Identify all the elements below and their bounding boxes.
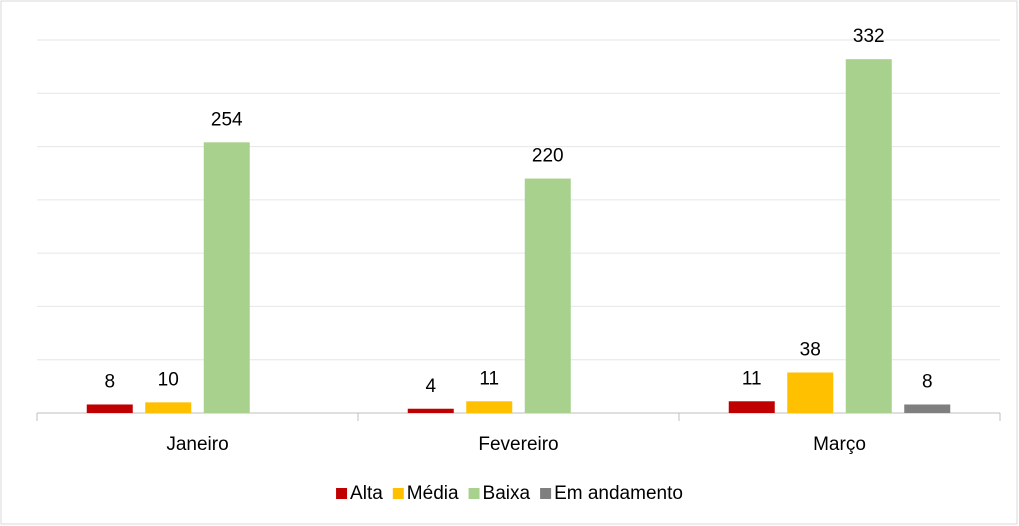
bar: [728, 401, 775, 413]
bar: [904, 404, 951, 413]
legend-label: Baixa: [483, 483, 531, 504]
bar: [845, 59, 892, 413]
data-label: 38: [800, 340, 821, 361]
x-tick-label: Março: [813, 434, 866, 455]
bar: [86, 404, 133, 413]
x-tick-label: Janeiro: [166, 434, 228, 455]
bar: [203, 142, 250, 413]
bar: [524, 178, 571, 413]
data-label: 332: [853, 26, 885, 47]
data-label: 8: [922, 371, 933, 392]
legend-swatch: [468, 488, 480, 499]
x-tick-label: Fevereiro: [478, 434, 558, 455]
data-label: 220: [532, 146, 564, 167]
data-label: 8: [104, 371, 115, 392]
bar: [787, 372, 834, 413]
data-label: 11: [479, 368, 499, 389]
data-label: 10: [158, 369, 179, 390]
bar: [407, 408, 454, 413]
bar: [145, 402, 192, 413]
legend-swatch: [392, 488, 404, 499]
data-label: 11: [742, 368, 762, 389]
legend-swatch: [336, 488, 348, 499]
data-label: 4: [425, 376, 436, 397]
bar: [466, 401, 513, 413]
legend-swatch: [540, 488, 552, 499]
legend-label: Em andamento: [554, 483, 683, 504]
legend-label: Média: [407, 483, 459, 504]
data-label: 254: [211, 109, 243, 130]
legend-label: Alta: [350, 483, 383, 504]
